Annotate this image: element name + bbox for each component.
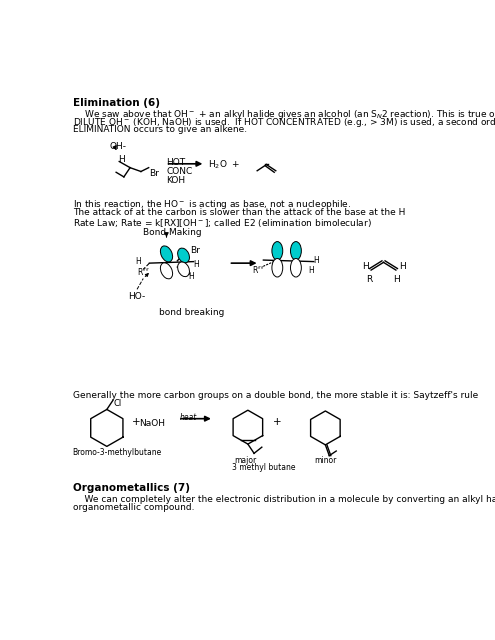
Text: Rate Law; Rate = k[RX][OH$^-$]; called E2 (elimination bimolecular): Rate Law; Rate = k[RX][OH$^-$]; called E… [73,217,372,229]
Text: 3 methyl butane: 3 methyl butane [232,463,296,472]
Text: HO-: HO- [128,292,145,301]
Ellipse shape [291,241,301,260]
Ellipse shape [272,259,283,277]
Text: DILUTE OH$^-$ (KOH, NaOH) is used.  If HOT CONCENTRATED (e.g., > 3M) is used, a : DILUTE OH$^-$ (KOH, NaOH) is used. If HO… [73,116,495,129]
Text: We saw above that OH$^-$ + an alkyl halide gives an alcohol (an S$_N$2 reaction): We saw above that OH$^-$ + an alkyl hali… [73,108,495,120]
Text: Br: Br [190,246,199,255]
Text: minor: minor [314,456,337,465]
Text: H: H [308,266,314,275]
Text: +: + [132,417,141,427]
Text: +: + [273,417,281,427]
Text: R$^{\prime\prime\prime\prime}$: R$^{\prime\prime\prime\prime}$ [137,266,150,277]
Text: H: H [136,257,141,266]
Text: Organometallics (7): Organometallics (7) [73,483,190,493]
Text: H: H [399,262,406,271]
Ellipse shape [160,246,173,262]
Text: H: H [393,275,399,284]
Ellipse shape [178,262,190,276]
Text: Br: Br [148,169,158,178]
Text: H: H [314,256,319,265]
Text: H: H [193,260,198,269]
Text: Generally the more carbon groups on a double bond, the more stable it is: Saytze: Generally the more carbon groups on a do… [73,391,478,400]
Text: CONC: CONC [166,167,193,176]
Text: Bond Making: Bond Making [143,228,202,237]
Ellipse shape [178,248,190,263]
Ellipse shape [160,263,173,279]
Text: Elimination (6): Elimination (6) [73,99,160,108]
Text: Cl: Cl [114,399,122,408]
Text: H$_2$O  +: H$_2$O + [207,159,240,171]
Text: H: H [118,155,124,164]
Text: HOT: HOT [166,157,186,166]
Text: H: H [362,262,369,271]
Text: KOH: KOH [166,176,186,185]
Text: We can completely alter the electronic distribution in a molecule by converting : We can completely alter the electronic d… [73,495,495,504]
Text: Bromo-3-methylbutane: Bromo-3-methylbutane [73,448,162,457]
Text: OH-: OH- [110,142,127,151]
Text: The attack of at the carbon is slower than the attack of the base at the H: The attack of at the carbon is slower th… [73,208,405,217]
Ellipse shape [291,259,301,277]
Text: organometallic compound.: organometallic compound. [73,504,194,513]
Text: R$^{\prime\prime\prime\prime}$: R$^{\prime\prime\prime\prime}$ [252,264,265,275]
Text: bond breaking: bond breaking [159,308,224,317]
Text: H: H [188,273,194,282]
Text: In this reaction, the HO$^-$ is acting as base, not a nucleophile.: In this reaction, the HO$^-$ is acting a… [73,198,351,211]
Text: heat: heat [180,413,197,422]
Text: major: major [234,456,256,465]
Ellipse shape [272,241,283,260]
Text: R: R [366,275,373,284]
Text: ELIMINATION occurs to give an alkene.: ELIMINATION occurs to give an alkene. [73,125,247,134]
Text: NaOH: NaOH [140,419,165,428]
